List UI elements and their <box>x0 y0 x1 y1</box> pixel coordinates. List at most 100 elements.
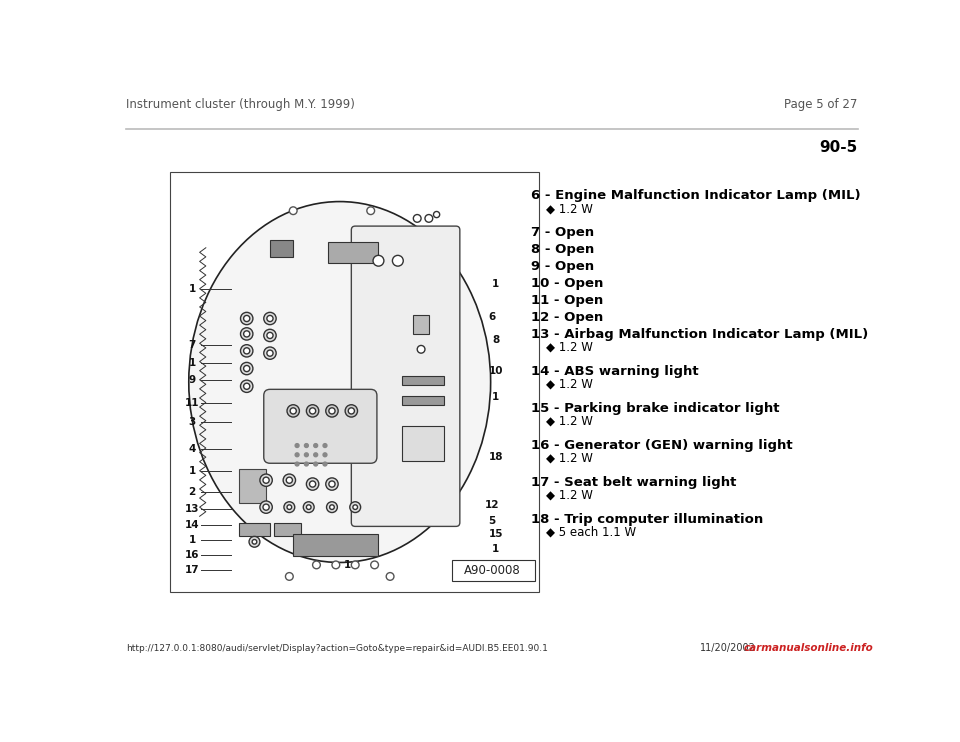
Bar <box>274 522 301 536</box>
Circle shape <box>306 505 311 510</box>
Circle shape <box>244 366 250 372</box>
Bar <box>170 172 539 592</box>
Text: 1: 1 <box>492 279 499 289</box>
Text: 4: 4 <box>188 444 196 454</box>
Text: 1: 1 <box>188 284 196 295</box>
Text: carmanualsonline.info: carmanualsonline.info <box>744 643 874 653</box>
Circle shape <box>348 408 354 414</box>
Circle shape <box>264 329 276 341</box>
Bar <box>414 315 429 334</box>
Circle shape <box>295 453 299 457</box>
Ellipse shape <box>189 202 491 562</box>
Text: A90-0008: A90-0008 <box>465 564 521 577</box>
Circle shape <box>295 444 299 447</box>
Circle shape <box>351 561 359 569</box>
Bar <box>452 559 535 581</box>
Text: 10: 10 <box>489 366 503 376</box>
Text: 13 - Airbag Malfunction Indicator Lamp (MIL): 13 - Airbag Malfunction Indicator Lamp (… <box>531 328 868 341</box>
Text: ◆ 1.2 W: ◆ 1.2 W <box>546 341 593 354</box>
Circle shape <box>306 478 319 490</box>
Text: ◆ 1.2 W: ◆ 1.2 W <box>546 489 593 502</box>
Text: 2: 2 <box>188 487 196 496</box>
Text: 6: 6 <box>489 312 495 322</box>
Circle shape <box>329 408 335 414</box>
Circle shape <box>324 453 327 457</box>
Circle shape <box>349 502 361 513</box>
Circle shape <box>244 315 250 321</box>
Circle shape <box>313 561 321 569</box>
Circle shape <box>425 214 433 223</box>
Circle shape <box>325 404 338 417</box>
FancyBboxPatch shape <box>351 226 460 526</box>
Text: 14: 14 <box>184 520 200 530</box>
Circle shape <box>304 444 308 447</box>
Circle shape <box>332 561 340 569</box>
Text: ◆ 5 each 1.1 W: ◆ 5 each 1.1 W <box>546 525 636 539</box>
Circle shape <box>260 474 273 486</box>
Text: 1: 1 <box>344 560 351 570</box>
Text: 90-5: 90-5 <box>820 139 858 155</box>
Text: 11 - Open: 11 - Open <box>531 294 603 307</box>
Text: 18 - Trip computer illumination: 18 - Trip computer illumination <box>531 513 763 525</box>
Circle shape <box>324 462 327 466</box>
Text: 1: 1 <box>188 358 196 368</box>
Text: ◆ 1.2 W: ◆ 1.2 W <box>546 203 593 215</box>
Text: Instrument cluster (through M.Y. 1999): Instrument cluster (through M.Y. 1999) <box>126 98 355 111</box>
Circle shape <box>284 502 295 513</box>
Circle shape <box>241 380 252 393</box>
Text: 3: 3 <box>188 418 196 427</box>
Circle shape <box>260 501 273 513</box>
Text: 14 - ABS warning light: 14 - ABS warning light <box>531 365 698 378</box>
Bar <box>293 534 378 556</box>
Bar <box>239 469 266 503</box>
Circle shape <box>414 214 421 223</box>
Text: 5: 5 <box>489 516 495 526</box>
Text: 13: 13 <box>185 504 200 513</box>
Circle shape <box>267 350 273 356</box>
Circle shape <box>353 505 357 510</box>
Text: 6 - Engine Malfunction Indicator Lamp (MIL): 6 - Engine Malfunction Indicator Lamp (M… <box>531 189 860 202</box>
Circle shape <box>244 383 250 390</box>
Circle shape <box>314 462 318 466</box>
Circle shape <box>309 408 316 414</box>
Circle shape <box>244 348 250 354</box>
Text: ◆ 1.2 W: ◆ 1.2 W <box>546 378 593 391</box>
Circle shape <box>287 404 300 417</box>
Circle shape <box>287 505 292 510</box>
Circle shape <box>303 502 314 513</box>
Circle shape <box>249 536 260 547</box>
Bar <box>270 240 293 257</box>
Circle shape <box>289 207 297 214</box>
Circle shape <box>264 312 276 325</box>
Text: 18: 18 <box>489 452 503 462</box>
Text: Page 5 of 27: Page 5 of 27 <box>784 98 858 111</box>
Bar <box>401 376 444 386</box>
Circle shape <box>241 362 252 375</box>
Text: 8 - Open: 8 - Open <box>531 243 594 256</box>
Circle shape <box>241 312 252 325</box>
Circle shape <box>329 505 334 510</box>
Bar <box>401 427 444 461</box>
Bar <box>328 241 378 263</box>
Circle shape <box>263 477 269 483</box>
Text: 12 - Open: 12 - Open <box>531 311 603 324</box>
Circle shape <box>283 474 296 486</box>
Text: 16 - Generator (GEN) warning light: 16 - Generator (GEN) warning light <box>531 439 792 452</box>
Circle shape <box>329 481 335 487</box>
Circle shape <box>418 346 425 353</box>
Circle shape <box>304 453 308 457</box>
Text: 9 - Open: 9 - Open <box>531 260 594 273</box>
Circle shape <box>371 561 378 569</box>
Bar <box>401 395 444 404</box>
Circle shape <box>295 462 299 466</box>
Text: 9: 9 <box>188 375 196 385</box>
FancyBboxPatch shape <box>264 390 377 463</box>
Circle shape <box>434 211 440 217</box>
Circle shape <box>393 255 403 266</box>
Circle shape <box>264 347 276 359</box>
Circle shape <box>309 481 316 487</box>
Circle shape <box>241 345 252 357</box>
Text: 12: 12 <box>485 500 499 510</box>
Circle shape <box>267 332 273 338</box>
Text: 15 - Parking brake indicator light: 15 - Parking brake indicator light <box>531 401 780 415</box>
